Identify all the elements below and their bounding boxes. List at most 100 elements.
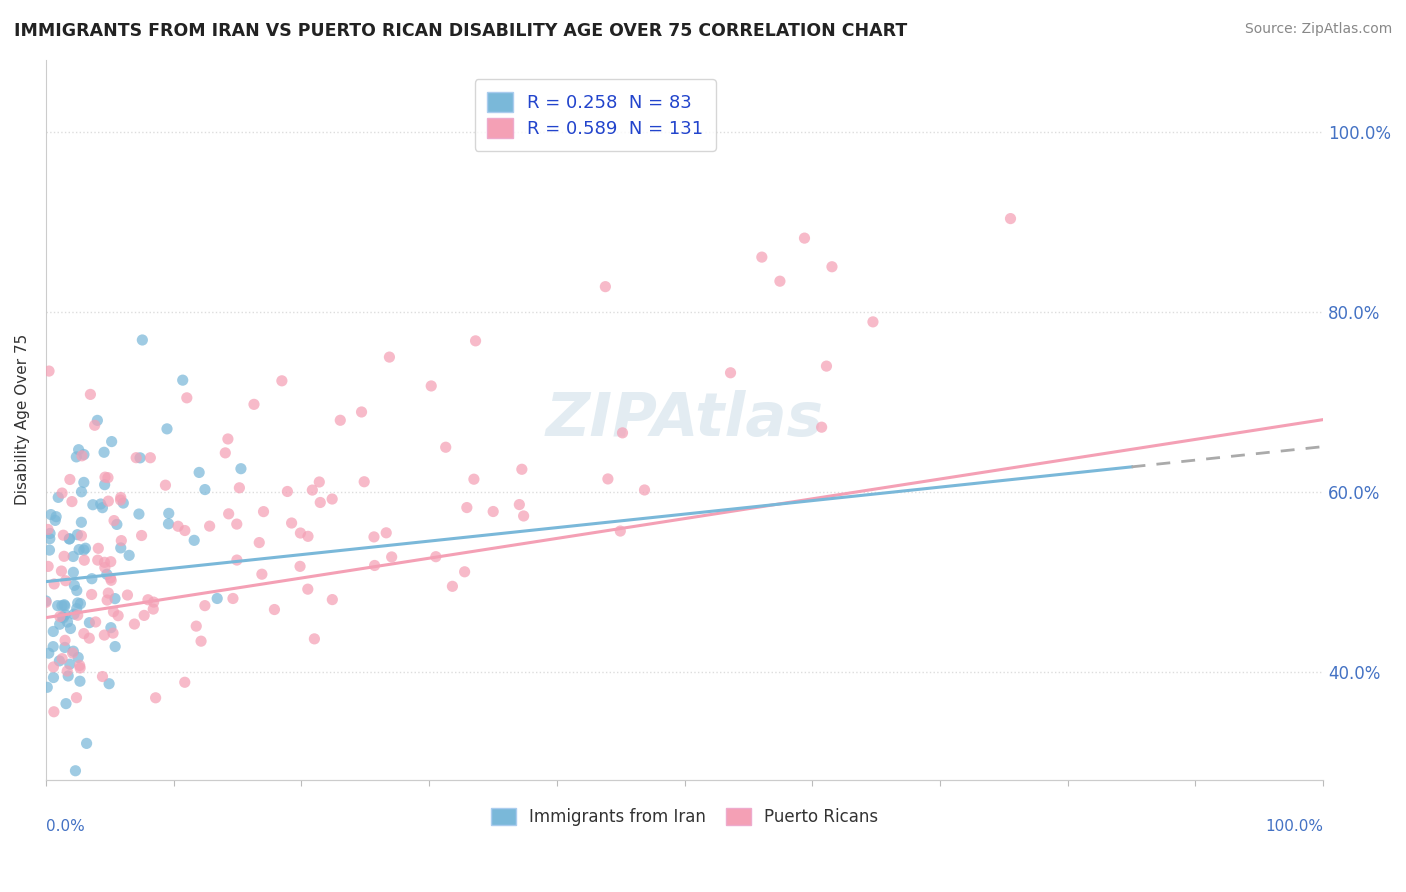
- Point: [104, 591, 127, 606]
- Point: [420, 379, 443, 393]
- Point: [100, 574, 122, 588]
- Point: [198, 519, 221, 533]
- Point: [793, 231, 815, 245]
- Point: [67, 650, 90, 665]
- Point: [124, 617, 146, 632]
- Point: [173, 675, 195, 690]
- Point: [862, 315, 884, 329]
- Point: [79, 387, 101, 401]
- Point: [243, 397, 266, 411]
- Point: [309, 495, 332, 509]
- Point: [145, 690, 167, 705]
- Point: [66, 608, 89, 623]
- Point: [595, 279, 617, 293]
- Point: [100, 621, 122, 635]
- Point: [91, 669, 114, 683]
- Point: [434, 440, 457, 454]
- Point: [75, 541, 97, 556]
- Point: [69, 597, 91, 611]
- Point: [250, 567, 273, 582]
- Point: [512, 508, 534, 523]
- Point: [247, 535, 270, 549]
- Point: [80, 587, 103, 601]
- Point: [425, 549, 447, 564]
- Point: [77, 631, 100, 645]
- Point: [73, 475, 96, 490]
- Point: [59, 657, 82, 672]
- Point: [186, 619, 208, 633]
- Point: [76, 736, 98, 750]
- Point: [173, 524, 195, 538]
- Point: [720, 366, 742, 380]
- Point: [125, 450, 148, 465]
- Point: [321, 491, 343, 506]
- Point: [66, 583, 89, 598]
- Point: [112, 496, 135, 510]
- Point: [263, 602, 285, 616]
- Point: [42, 640, 65, 654]
- Point: [83, 418, 105, 433]
- Point: [769, 274, 792, 288]
- Point: [39, 508, 62, 522]
- Point: [37, 523, 59, 537]
- Point: [42, 624, 65, 639]
- Point: [100, 571, 122, 585]
- Point: [100, 555, 122, 569]
- Point: [103, 605, 125, 619]
- Point: [69, 658, 91, 673]
- Point: [142, 595, 165, 609]
- Point: [218, 507, 240, 521]
- Point: [38, 646, 60, 660]
- Point: [59, 532, 82, 546]
- Point: [65, 690, 87, 705]
- Point: [229, 461, 252, 475]
- Point: [633, 483, 655, 497]
- Text: Source: ZipAtlas.com: Source: ZipAtlas.com: [1244, 22, 1392, 37]
- Point: [93, 555, 115, 569]
- Point: [155, 478, 177, 492]
- Point: [48, 654, 70, 668]
- Point: [39, 526, 62, 541]
- Point: [596, 472, 619, 486]
- Point: [79, 615, 101, 630]
- Point: [70, 484, 93, 499]
- Point: [103, 514, 125, 528]
- Point: [42, 660, 65, 674]
- Point: [94, 470, 117, 484]
- Point: [107, 608, 129, 623]
- Point: [42, 705, 65, 719]
- Point: [375, 525, 398, 540]
- Point: [217, 432, 239, 446]
- Point: [53, 633, 76, 648]
- Point: [363, 558, 385, 573]
- Point: [37, 680, 59, 694]
- Point: [44, 513, 66, 527]
- Point: [194, 483, 217, 497]
- Point: [93, 445, 115, 459]
- Point: [53, 599, 76, 613]
- Point: [482, 504, 505, 518]
- Text: ZIPAtlas: ZIPAtlas: [546, 390, 824, 449]
- Point: [65, 450, 87, 464]
- Point: [67, 442, 90, 457]
- Point: [280, 516, 302, 530]
- Point: [69, 674, 91, 689]
- Point: [82, 498, 104, 512]
- Point: [329, 413, 352, 427]
- Point: [51, 486, 73, 500]
- Point: [84, 615, 107, 629]
- Point: [118, 549, 141, 563]
- Point: [66, 601, 89, 615]
- Point: [55, 697, 77, 711]
- Point: [58, 669, 80, 683]
- Point: [353, 475, 375, 489]
- Point: [48, 617, 70, 632]
- Point: [53, 607, 76, 622]
- Point: [62, 549, 84, 564]
- Point: [80, 572, 103, 586]
- Point: [297, 529, 319, 543]
- Point: [62, 646, 84, 660]
- Point: [38, 543, 60, 558]
- Point: [131, 528, 153, 542]
- Point: [73, 626, 96, 640]
